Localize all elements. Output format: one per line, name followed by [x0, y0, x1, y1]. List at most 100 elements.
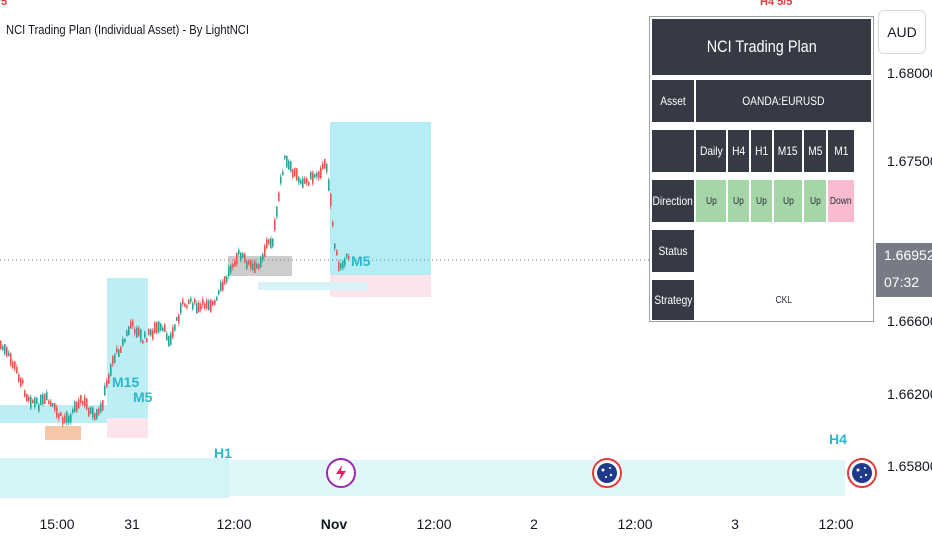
candle-body: [166, 333, 168, 341]
candle-body: [286, 155, 288, 168]
timeframe-h4: H4: [728, 130, 749, 172]
candle-body: [134, 329, 136, 334]
time-label: 12:00: [818, 516, 854, 532]
candle-body: [58, 413, 60, 419]
candle-body: [232, 264, 234, 268]
lightning-event-icon[interactable]: [326, 458, 356, 488]
candle-body: [262, 254, 264, 260]
strategy-value: CKL: [775, 294, 792, 306]
candle-body: [104, 385, 106, 396]
candle-body: [244, 253, 246, 263]
candle-body: [332, 221, 334, 226]
price-chart[interactable]: [0, 0, 869, 500]
price-label: 1.67500: [887, 153, 932, 169]
candle-body: [228, 267, 230, 276]
time-axis[interactable]: 15:00 31 12:00 Nov 12:00 2 12:00 3 12:00: [0, 500, 932, 550]
candle-body: [268, 239, 270, 244]
time-label: 12:00: [216, 516, 252, 532]
candle-body: [72, 408, 74, 413]
candle-body: [34, 397, 36, 407]
zone-label-m5-right: M5: [351, 253, 371, 269]
candle-body: [188, 300, 190, 305]
candle-body: [82, 400, 84, 405]
candle-body: [300, 180, 302, 185]
flag-event-icon[interactable]: [847, 458, 877, 488]
candle-body: [312, 172, 314, 184]
candle-body: [260, 257, 262, 268]
candle-body: [66, 411, 68, 424]
candle-body: [240, 252, 242, 261]
candle-body: [342, 260, 344, 269]
zone-label-m15: M15: [112, 374, 140, 390]
candle-body: [178, 314, 180, 324]
candle-body: [250, 260, 252, 269]
candle-body: [256, 264, 258, 269]
candle-body: [298, 177, 300, 183]
currency-button[interactable]: AUD: [878, 10, 926, 54]
candle-body: [112, 356, 114, 365]
time-label: 2: [530, 516, 538, 532]
candle-body: [160, 323, 162, 331]
m5-pink-zone: [330, 275, 431, 297]
candle-body: [18, 374, 20, 382]
candle-body: [32, 399, 34, 404]
flag-event-icon[interactable]: [592, 458, 622, 488]
table-title: NCI Trading Plan: [652, 19, 871, 75]
candle-body: [88, 407, 90, 416]
candle-body: [282, 171, 284, 176]
candle-body: [184, 303, 186, 307]
candle-body: [52, 403, 54, 407]
candle-body: [204, 303, 206, 309]
price-label: 1.66600: [887, 313, 932, 329]
clipped-label-right: H4 5/5: [760, 0, 793, 8]
candle-body: [264, 245, 266, 258]
candle-body: [120, 346, 122, 353]
candle-body: [70, 414, 72, 423]
candle-body: [190, 298, 192, 302]
candle-body: [248, 260, 250, 265]
candle-body: [80, 394, 82, 403]
h4-zone: [229, 460, 845, 496]
time-label: 15:00: [39, 516, 75, 532]
candle-body: [54, 403, 56, 411]
candle-body: [230, 265, 232, 273]
status-label: Status: [652, 230, 694, 272]
m15-pink-zone: [107, 418, 148, 438]
candle-body: [48, 400, 50, 405]
candle-body: [60, 412, 62, 416]
candle-body: [224, 276, 226, 284]
candle-body: [236, 253, 238, 265]
candle-body: [168, 335, 170, 347]
candle-body: [296, 168, 298, 180]
candle-body: [330, 194, 332, 207]
h1-zone: [0, 458, 229, 498]
candle-body: [122, 339, 124, 346]
candle-body: [306, 178, 308, 184]
candle-body: [226, 276, 228, 282]
candle-body: [196, 303, 198, 314]
candle-body: [276, 206, 278, 217]
candle-body: [340, 263, 342, 269]
candle-body: [252, 263, 254, 271]
price-scale[interactable]: 1.68000 1.67500 1.66600 1.66200 1.65800: [869, 0, 932, 500]
candle-body: [36, 397, 38, 405]
candle-body: [186, 304, 188, 309]
time-label: Nov: [320, 516, 348, 532]
candle-body: [210, 299, 212, 312]
time-label: 12:00: [416, 516, 452, 532]
candle-body: [308, 182, 310, 186]
candle-body: [198, 302, 200, 312]
candle-body: [56, 407, 58, 417]
candle-body: [76, 402, 78, 412]
candle-body: [116, 347, 118, 353]
candle-body: [214, 300, 216, 305]
zone-label-h4: H4: [829, 431, 847, 447]
candle-body: [222, 281, 224, 291]
candle-body: [78, 399, 80, 409]
candle-body: [326, 164, 328, 172]
candle-body: [348, 255, 350, 260]
candle-body: [90, 407, 92, 414]
price-label: 1.65800: [887, 458, 932, 474]
direction-m15: Up: [774, 180, 802, 222]
